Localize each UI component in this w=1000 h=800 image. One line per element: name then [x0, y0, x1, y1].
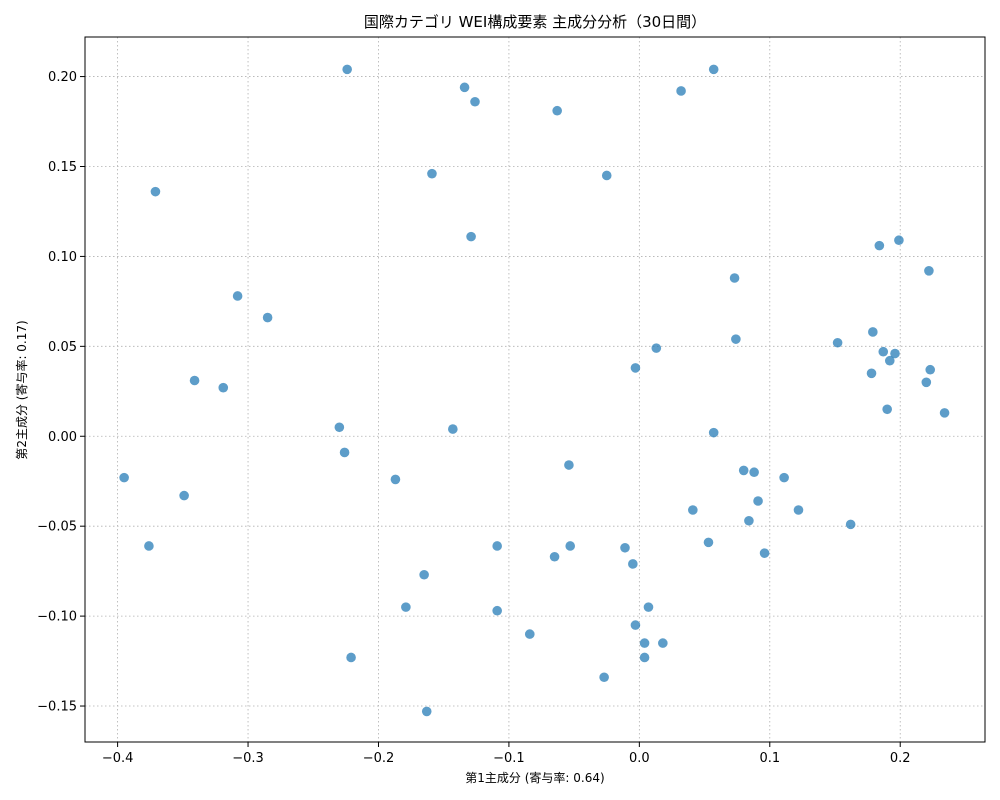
y-tick-label: 0.00 — [48, 430, 77, 445]
scatter-point — [882, 404, 892, 415]
scatter-point — [601, 170, 612, 181]
scatter-point — [708, 427, 719, 438]
y-tick-label: 0.20 — [48, 70, 77, 85]
scatter-point — [894, 235, 904, 246]
scatter-point — [749, 467, 759, 478]
scatter-point — [599, 672, 609, 683]
y-tick-label: 0.10 — [48, 250, 77, 265]
scatter-point — [401, 602, 411, 612]
x-tick-label: −0.1 — [493, 751, 525, 766]
scatter-point — [729, 273, 740, 283]
scatter-point — [470, 96, 480, 107]
scatter-point — [676, 86, 686, 96]
scatter-point — [703, 537, 714, 548]
scatter-point — [421, 706, 432, 717]
scatter-point — [150, 186, 161, 197]
scatter-point — [884, 355, 895, 366]
scatter-point — [630, 363, 641, 373]
scatter-point — [262, 312, 273, 323]
scatter-point — [144, 541, 154, 551]
scatter-point — [779, 472, 789, 483]
scatter-point — [866, 368, 877, 379]
x-tick-label: −0.2 — [363, 751, 395, 766]
scatter-point — [549, 551, 560, 562]
scatter-point — [492, 541, 502, 551]
scatter-point — [466, 231, 476, 242]
x-axis-label: 第1主成分 (寄与率: 0.64) — [465, 770, 604, 785]
scatter-point — [492, 605, 502, 616]
x-tick-label: −0.4 — [102, 751, 134, 766]
y-tick-label: 0.05 — [48, 340, 77, 355]
y-tick-label: −0.05 — [37, 520, 77, 535]
scatter-point — [759, 548, 770, 558]
scatter-point — [738, 465, 749, 476]
scatter-point — [564, 460, 574, 470]
scatter-point — [731, 334, 741, 344]
scatter-point — [620, 542, 630, 553]
scatter-point — [119, 472, 129, 483]
scatter-point — [651, 343, 662, 353]
scatter-point — [639, 652, 650, 663]
scatter-point — [232, 291, 243, 301]
scatter-point — [628, 559, 638, 569]
y-tick-label: −0.15 — [37, 700, 77, 715]
x-tick-label: −0.3 — [232, 751, 264, 766]
scatter-point — [342, 64, 352, 75]
scatter-point — [346, 652, 356, 663]
scatter-point — [868, 327, 878, 337]
scatter-point — [218, 382, 229, 393]
x-axis-ticks: −0.4 −0.3 −0.2 −0.1 0.0 0.1 0.2 — [102, 742, 911, 766]
y-tick-label: 0.15 — [48, 160, 77, 175]
scatter-point — [459, 82, 470, 93]
scatter-point — [427, 168, 437, 179]
scatter-point — [890, 348, 900, 359]
scatter-point — [939, 408, 950, 418]
scatter-point — [658, 638, 668, 648]
scatter-point — [643, 602, 654, 612]
scatter-point — [753, 496, 763, 506]
scatter-point — [334, 422, 345, 433]
scatter-point — [874, 240, 885, 251]
scatter-point — [878, 346, 889, 357]
x-tick-label: 0.2 — [890, 751, 911, 766]
y-axis-label: 第2主成分 (寄与率: 0.17) — [14, 320, 29, 459]
scatter-point — [688, 505, 698, 515]
y-tick-label: −0.10 — [37, 610, 77, 625]
scatter-point — [925, 364, 936, 375]
scatter-point — [339, 447, 350, 458]
scatter-point — [552, 105, 562, 116]
scatter-point — [179, 490, 189, 501]
x-tick-label: 0.1 — [759, 751, 780, 766]
scatter-point — [639, 638, 650, 648]
scatter-point — [419, 569, 429, 580]
scatter-point — [448, 424, 458, 434]
scatter-point — [390, 474, 401, 485]
scatter-point — [921, 377, 932, 388]
scatter-point — [924, 266, 934, 276]
scatter-point — [524, 629, 535, 639]
plot-frame — [84, 36, 986, 743]
scatter-point — [189, 375, 200, 386]
chart-title: 国際カテゴリ WEI構成要素 主成分分析（30日間） — [364, 13, 706, 31]
scatter-point — [744, 515, 754, 526]
y-axis-ticks: −0.15 −0.10 −0.05 0.00 0.05 0.10 0.15 0.20 — [37, 70, 85, 715]
scatter-point — [845, 519, 856, 530]
data-points — [119, 64, 950, 717]
x-tick-label: 0.0 — [629, 751, 650, 766]
scatter-point — [630, 620, 641, 630]
scatter-point — [793, 505, 804, 515]
scatter-point — [565, 541, 576, 551]
scatter-point — [708, 64, 719, 75]
grid-lines — [85, 37, 985, 742]
scatter-point — [832, 337, 843, 348]
